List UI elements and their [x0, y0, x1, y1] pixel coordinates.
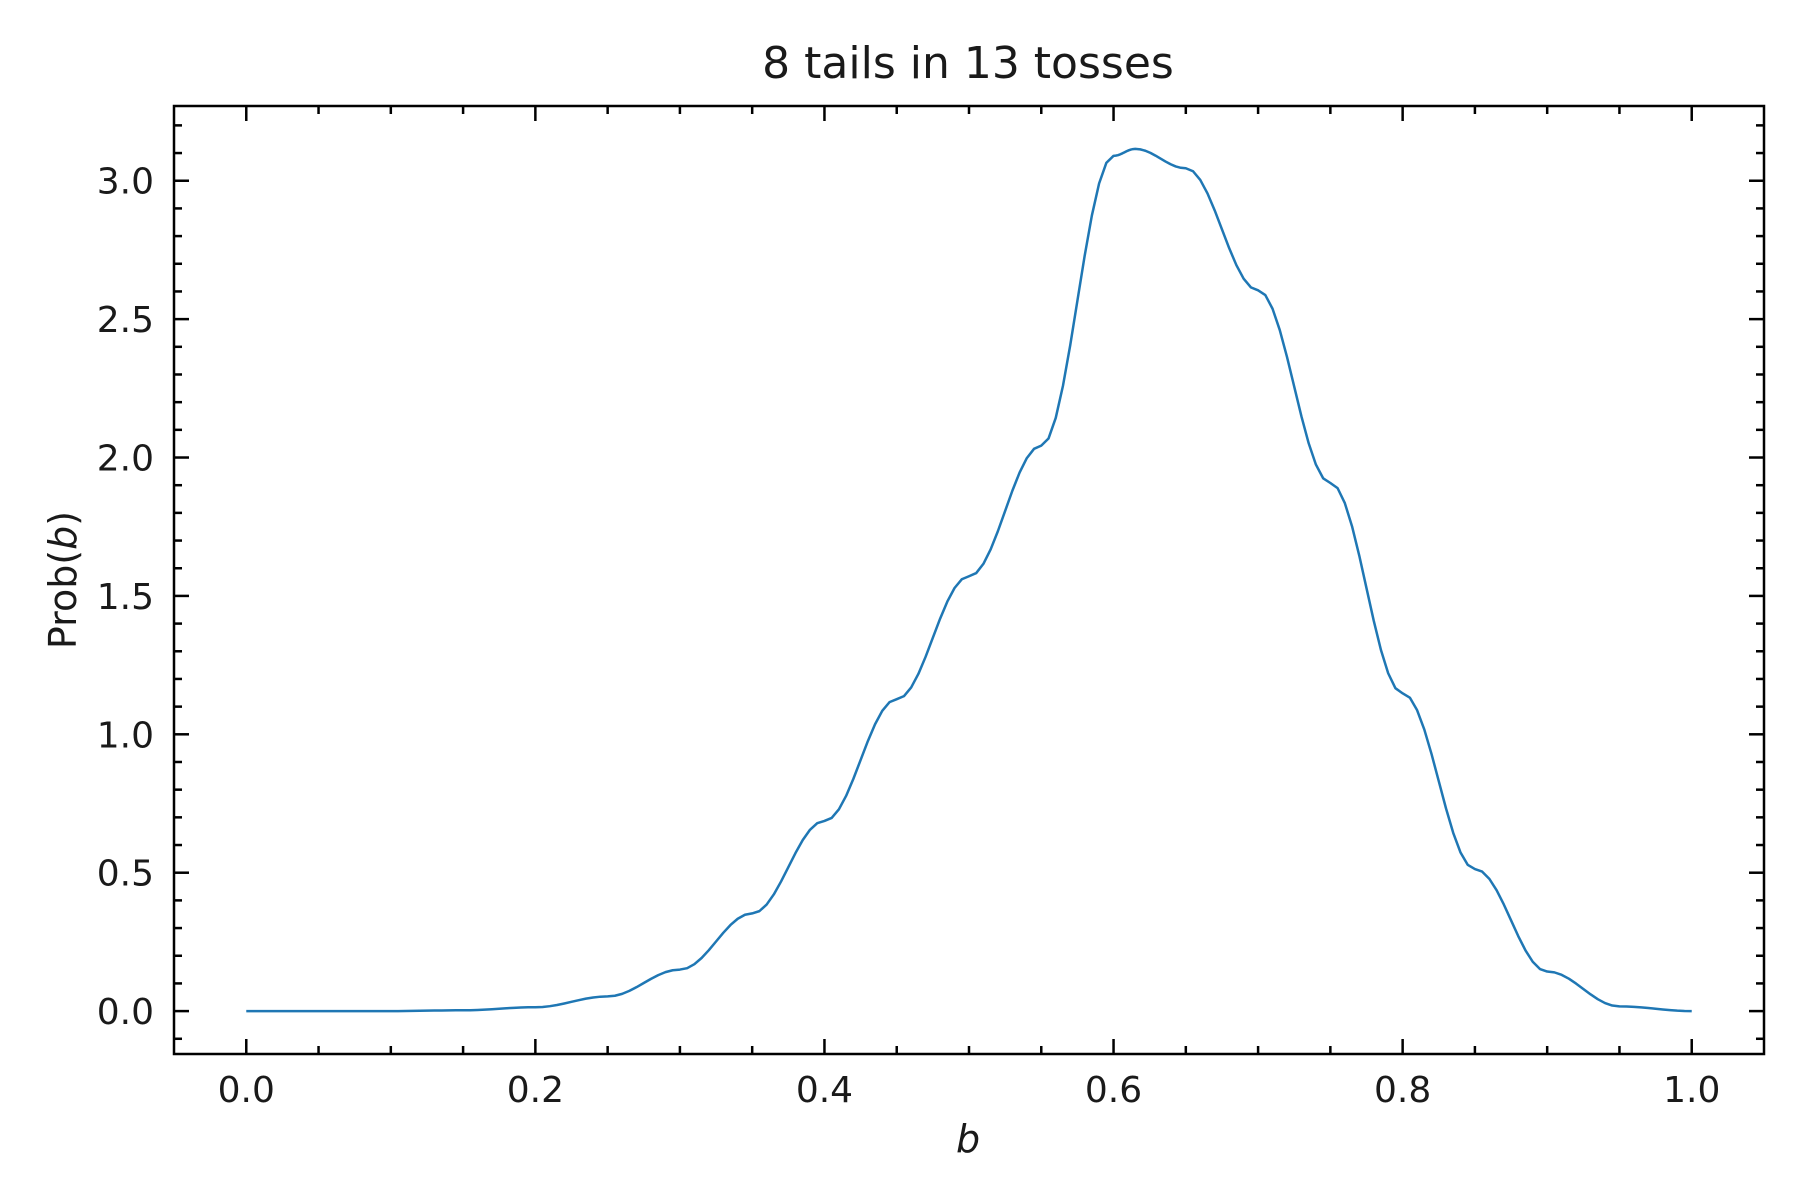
x-tick-label: 1.0: [1663, 1070, 1720, 1111]
y-tick-label: 1.5: [97, 577, 154, 618]
y-tick-label: 0.5: [97, 854, 154, 895]
y-axis-label-suffix: ): [41, 511, 85, 526]
y-axis-label: Prob(b): [41, 511, 85, 649]
x-tick-label: 0.4: [796, 1070, 853, 1111]
chart-title: 8 tails in 13 tosses: [762, 38, 1174, 89]
y-tick-label: 2.5: [97, 300, 154, 341]
x-tick-label: 0.6: [1085, 1070, 1142, 1111]
x-axis-label: b: [956, 1117, 980, 1161]
y-axis-label-var: b: [41, 526, 85, 550]
y-tick-label: 1.0: [97, 715, 154, 756]
x-tick-label: 0.0: [218, 1070, 275, 1111]
y-tick-label: 0.0: [97, 992, 154, 1033]
series-line-0: [246, 147, 1692, 1013]
x-tick-label: 0.8: [1374, 1070, 1431, 1111]
y-tick-label: 3.0: [97, 162, 154, 203]
y-axis-label-prefix: Prob(: [41, 550, 85, 649]
x-tick-label: 0.2: [507, 1070, 564, 1111]
y-tick-label: 2.0: [97, 439, 154, 480]
